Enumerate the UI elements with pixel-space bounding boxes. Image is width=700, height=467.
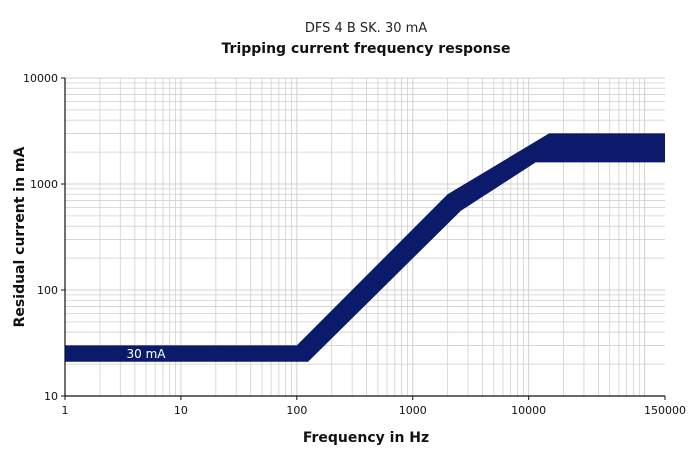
x-axis-ticks: 1 10 100 1000 10000 150000 [62, 396, 686, 417]
band-layer [65, 133, 665, 362]
x-tick-label: 100 [286, 404, 307, 417]
y-axis-ticks: 10 100 1000 10000 [23, 72, 65, 403]
tripping-current-band-0 [65, 133, 665, 362]
x-tick-label: 1 [62, 404, 69, 417]
annotations: 30 mA [127, 347, 167, 361]
x-axis-label: Frequency in Hz [303, 430, 429, 446]
y-axis-label: Residual current in mA [12, 146, 28, 327]
x-tick-label: 10 [174, 404, 188, 417]
y-tick-label: 1000 [30, 178, 58, 191]
x-tick-label: 10000 [511, 404, 546, 417]
chart-title: DFS 4 B SK. 30 mA [305, 21, 427, 36]
x-tick-label: 150000 [644, 404, 686, 417]
plot-frame [64, 78, 665, 397]
chart-subtitle: Tripping current frequency response [222, 41, 511, 57]
y-tick-label: 10 [44, 390, 58, 403]
band-annotation: 30 mA [127, 347, 167, 361]
x-tick-label: 1000 [399, 404, 427, 417]
y-tick-label: 10000 [23, 72, 58, 85]
y-tick-label: 100 [37, 284, 58, 297]
